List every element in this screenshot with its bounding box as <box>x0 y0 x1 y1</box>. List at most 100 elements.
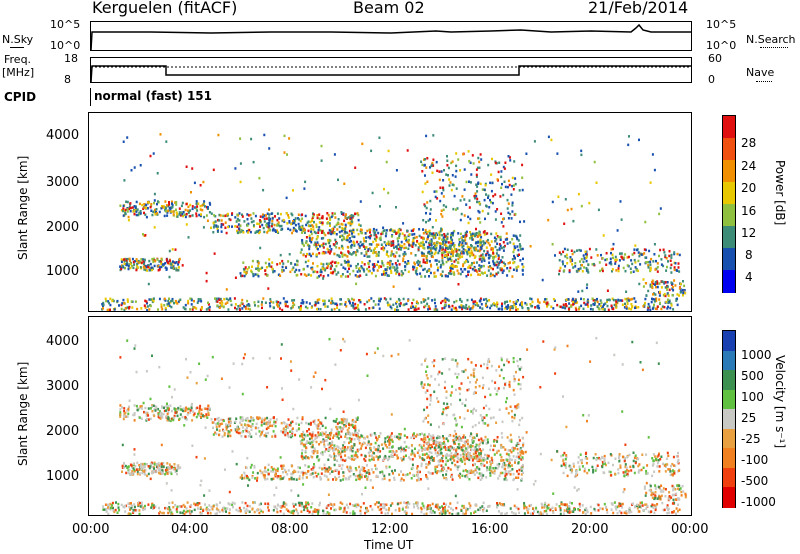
power-cell <box>265 266 268 269</box>
power-cell <box>246 230 249 233</box>
power-cell <box>395 264 398 267</box>
power-cell <box>352 269 355 273</box>
velocity-cell <box>303 505 306 509</box>
velocity-cell <box>337 432 340 436</box>
power-cell <box>243 304 246 308</box>
power-cell <box>129 202 132 205</box>
power-cell <box>585 286 588 290</box>
power-cell <box>426 180 429 183</box>
power-cell <box>453 194 456 198</box>
velocity-cell <box>334 434 337 437</box>
power-cell <box>133 212 136 216</box>
power-cell <box>268 221 271 224</box>
velocity-cell <box>252 419 255 422</box>
velocity-cell <box>163 409 166 413</box>
power-cell <box>308 236 311 240</box>
velocity-cell <box>589 505 592 509</box>
power-cell <box>258 222 261 226</box>
power-cell <box>280 224 283 228</box>
power-cell <box>447 241 450 244</box>
power-cell <box>415 269 418 272</box>
velocity-cell <box>338 433 341 437</box>
velocity-cell <box>282 502 285 506</box>
power-cell <box>380 247 383 250</box>
velocity-cell <box>341 502 344 506</box>
velocity-cell <box>287 418 290 421</box>
power-cell <box>291 299 294 302</box>
power-cell <box>414 306 417 310</box>
velocity-cell <box>127 407 130 411</box>
power-cell <box>120 260 123 264</box>
power-cell <box>490 173 493 176</box>
velocity-cell <box>239 421 242 424</box>
power-cell <box>342 237 345 241</box>
velocity-cell <box>221 508 224 512</box>
velocity-cell <box>342 510 345 513</box>
power-cell <box>630 308 633 311</box>
velocity-cell <box>198 502 201 505</box>
power-cell <box>683 289 686 292</box>
power-cell <box>300 226 303 229</box>
velocity-cell <box>290 511 293 514</box>
velocity-cell <box>358 504 360 507</box>
velocity-cell <box>259 508 262 511</box>
velocity-cell <box>564 503 566 506</box>
power-cell <box>659 301 661 305</box>
power-cell <box>470 263 473 267</box>
power-cell <box>598 308 601 311</box>
power-cell <box>398 272 401 276</box>
power-cell <box>416 239 419 243</box>
velocity-cell <box>222 507 224 510</box>
velocity-cell <box>469 434 472 438</box>
power-cell <box>580 304 583 308</box>
power-cell <box>119 204 122 207</box>
power-cell <box>401 244 404 248</box>
power-cell <box>634 261 637 264</box>
power-cell <box>564 265 567 268</box>
nave-tick-low: 0 <box>708 73 715 86</box>
power-cell <box>491 157 493 161</box>
velocity-cell <box>448 511 451 515</box>
power-cell <box>441 270 444 273</box>
velocity-cell <box>303 508 306 512</box>
power-cell <box>126 261 129 264</box>
velocity-cell <box>157 407 160 411</box>
power-cell <box>190 191 192 194</box>
power-cell <box>345 217 348 220</box>
power-cell <box>428 234 431 237</box>
velocity-cell <box>462 504 465 508</box>
velocity-cell <box>380 508 383 511</box>
power-cell <box>152 152 155 155</box>
velocity-cell <box>518 511 521 515</box>
power-cell <box>655 297 658 300</box>
power-cell <box>550 305 553 308</box>
power-cell <box>375 235 378 239</box>
power-cell <box>371 263 374 266</box>
velocity-cell <box>127 465 130 468</box>
power-cell <box>611 297 614 300</box>
velocity-cell <box>117 502 120 506</box>
power-cell <box>329 250 332 253</box>
power-cell <box>428 252 431 255</box>
velocity-cell <box>166 405 169 408</box>
power-cell <box>482 264 485 268</box>
velocity-cell <box>136 461 139 465</box>
power-cell <box>318 275 320 278</box>
power-cell <box>496 301 499 304</box>
power-cell <box>312 215 315 218</box>
power-cell <box>419 272 422 275</box>
power-cell <box>405 246 407 250</box>
power-cell <box>439 264 442 267</box>
power-cell <box>456 207 459 210</box>
power-cell <box>273 306 275 310</box>
power-cell <box>356 275 359 278</box>
power-cell <box>254 214 257 218</box>
velocity-cell <box>401 508 404 511</box>
power-cell <box>341 226 344 230</box>
power-cell <box>520 248 523 251</box>
velocity-cell <box>570 510 573 514</box>
velocity-cell <box>105 507 108 511</box>
power-cell <box>348 233 351 236</box>
power-cell <box>263 133 266 137</box>
velocity-cell <box>412 452 415 455</box>
